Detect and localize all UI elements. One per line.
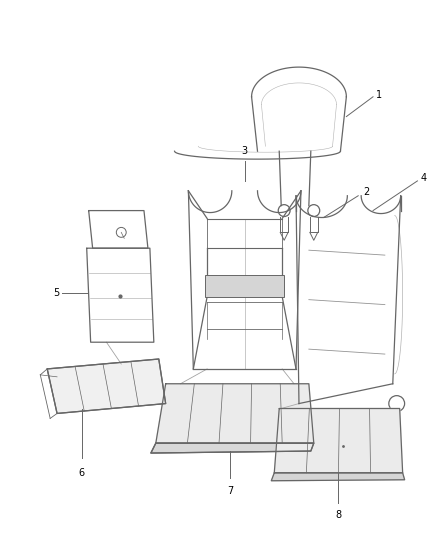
Text: 2: 2	[363, 187, 369, 197]
Text: 1: 1	[376, 90, 382, 100]
Polygon shape	[271, 473, 405, 481]
Text: 4: 4	[420, 173, 427, 183]
Text: 3: 3	[242, 146, 248, 156]
Polygon shape	[151, 443, 314, 453]
Bar	[205, 275, 284, 297]
Polygon shape	[47, 359, 166, 414]
Text: 7: 7	[227, 486, 233, 496]
Text: 8: 8	[336, 511, 342, 520]
Text: 6: 6	[79, 468, 85, 478]
Polygon shape	[156, 384, 314, 443]
Text: 5: 5	[53, 288, 59, 298]
Polygon shape	[274, 408, 403, 473]
